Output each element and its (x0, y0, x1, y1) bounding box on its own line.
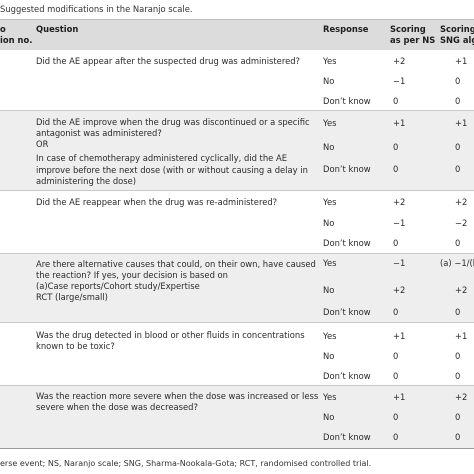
sng-score: 0 (455, 307, 461, 317)
response-label: Don’t know (323, 307, 371, 317)
sng-score: 0 (455, 76, 461, 86)
table-row: Did the AE reappear when the drug was re… (0, 191, 474, 253)
header-number-line2: ion no. (0, 35, 33, 45)
table-row: Was the drug detected in blood or other … (0, 323, 474, 385)
row-divider (0, 322, 474, 323)
ns-score: 0 (393, 164, 399, 174)
sng-score: 0 (455, 96, 461, 106)
sng-score: 0 (455, 371, 461, 381)
response-label: Yes (323, 197, 337, 207)
sng-score: +2 (455, 392, 468, 402)
sng-score: 0 (455, 412, 461, 422)
sng-score: 0 (455, 432, 461, 442)
header-number-line1: o (0, 24, 6, 34)
response-label: Yes (323, 331, 337, 341)
sng-score: +1 (455, 56, 468, 66)
row-divider (0, 110, 474, 111)
response-label: Don’t know (323, 164, 371, 174)
ns-score: 0 (393, 307, 399, 317)
sng-score: 0 (455, 164, 461, 174)
header-sng-line1: Scoring (440, 24, 474, 34)
ns-score: +2 (393, 197, 406, 207)
sng-score: 0 (455, 142, 461, 152)
header-ns-line2: as per NS (390, 35, 436, 45)
row-divider (0, 385, 474, 386)
question-text: Are there alternative causes that could,… (36, 259, 316, 269)
sng-score: 0 (455, 238, 461, 248)
question-text: improve before the next dose (with or wi… (36, 165, 308, 175)
ns-score: +2 (393, 285, 406, 295)
response-label: No (323, 142, 335, 152)
table-caption: Suggested modifications in the Naranjo s… (0, 4, 193, 14)
question-text: RCT (large/small) (36, 292, 108, 302)
sng-score: −2 (455, 218, 468, 228)
question-text: OR (36, 139, 49, 149)
response-label: Yes (323, 118, 337, 128)
sng-score: +2 (455, 197, 468, 207)
row-divider (0, 190, 474, 191)
ns-score: 0 (393, 371, 399, 381)
ns-score: +2 (393, 56, 406, 66)
header-response: Response (323, 24, 369, 34)
header-sng-line2: SNG alg (440, 35, 474, 45)
question-text: Was the reaction more severe when the do… (36, 391, 319, 401)
row-divider (0, 253, 474, 254)
ns-score: 0 (393, 238, 399, 248)
question-text: Did the AE improve when the drug was dis… (36, 117, 310, 127)
header-question: Question (36, 24, 79, 34)
ns-score: 0 (393, 96, 399, 106)
response-label: Don’t know (323, 432, 371, 442)
question-text: the reaction? If yes, your decision is b… (36, 270, 228, 280)
table-row: Are there alternative causes that could,… (0, 254, 474, 322)
ns-score: 0 (393, 412, 399, 422)
ns-score: 0 (393, 142, 399, 152)
ns-score: 0 (393, 432, 399, 442)
ns-score: 0 (393, 351, 399, 361)
question-text: Did the AE reappear when the drug was re… (36, 197, 278, 207)
response-label: Don’t know (323, 96, 371, 106)
table-footnote: erse event; NS, Naranjo scale; SNG, Shar… (0, 459, 372, 468)
table-header: o ion no. Question Response Scoring as p… (0, 20, 474, 50)
response-label: Don’t know (323, 371, 371, 381)
response-label: No (323, 285, 335, 295)
question-text: administering the dose) (36, 176, 137, 186)
response-label: Yes (323, 258, 337, 268)
top-rule (0, 19, 474, 20)
response-label: No (323, 76, 335, 86)
response-label: No (323, 351, 335, 361)
sng-score: +2 (455, 285, 468, 295)
response-label: No (323, 412, 335, 422)
response-label: Don’t know (323, 238, 371, 248)
question-text: antagonist was administered? (36, 128, 162, 138)
ns-score: −1 (393, 76, 406, 86)
response-label: Yes (323, 56, 337, 66)
header-ns-line1: Scoring (390, 24, 426, 34)
table-row: Was the reaction more severe when the do… (0, 386, 474, 448)
question-text: known to be toxic? (36, 341, 115, 351)
ns-score: −1 (393, 218, 406, 228)
response-label: Yes (323, 392, 337, 402)
sng-score: 0 (455, 351, 461, 361)
ns-score: +1 (393, 392, 406, 402)
ns-score: +1 (393, 118, 406, 128)
question-text: (a)Case reports/Cohort study/Expertise (36, 281, 200, 291)
sng-score: +1 (455, 331, 468, 341)
question-text: Was the drug detected in blood or other … (36, 330, 305, 340)
question-text: In case of chemotherapy administered cyc… (36, 153, 287, 163)
question-text: severe when the dose was decreased? (36, 402, 198, 412)
table-row: Did the AE appear after the suspected dr… (0, 50, 474, 110)
question-text: Did the AE appear after the suspected dr… (36, 56, 300, 66)
ns-score: −1 (393, 258, 406, 268)
sng-score: (a) −1/(b (440, 258, 474, 268)
table-row: Did the AE improve when the drug was dis… (0, 111, 474, 190)
response-label: No (323, 218, 335, 228)
ns-score: +1 (393, 331, 406, 341)
bottom-rule (0, 448, 474, 449)
sng-score: +1 (455, 118, 468, 128)
